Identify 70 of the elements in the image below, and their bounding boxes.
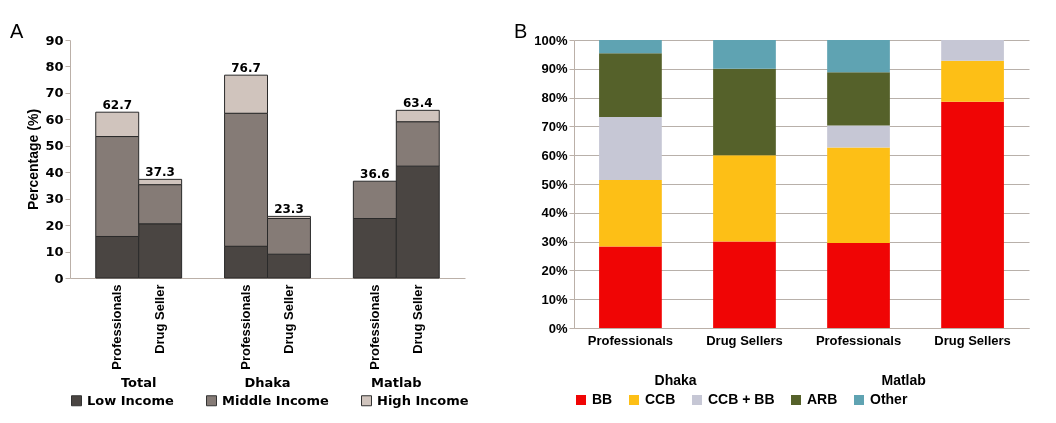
- bar: [599, 179, 662, 247]
- y-tick-label: 50%: [541, 176, 568, 192]
- text: Dhaka: [244, 375, 291, 390]
- total-label: 76.7: [231, 61, 261, 76]
- bar: [713, 155, 776, 242]
- y-tick-label: 50: [45, 138, 64, 154]
- total-label: 23.3: [274, 202, 304, 217]
- x-tick-label: Drug Seller: [280, 284, 296, 354]
- total-label: 63.4: [402, 96, 433, 111]
- text: Total: [120, 375, 157, 390]
- y-tick-label: 100%: [534, 32, 568, 48]
- y-tick-label: 90: [45, 32, 64, 48]
- bar: [827, 72, 890, 126]
- legend-label: CCB + BB: [708, 391, 775, 407]
- x-tick-label: Drug Sellers: [934, 332, 1011, 348]
- x-tick-label: Drug Sellers: [706, 332, 783, 348]
- bar: [599, 116, 662, 180]
- y-tick-label: 30: [45, 191, 64, 207]
- total-label: 37.3: [145, 165, 175, 180]
- x-tick-label: Professionals: [366, 284, 382, 370]
- y-tick-label: 40: [45, 164, 64, 180]
- y-tick-label: 40%: [541, 205, 568, 221]
- y-tick-label: 20%: [541, 262, 568, 278]
- legend-label: Middle Income: [222, 392, 330, 408]
- y-tick-label: 10%: [541, 291, 568, 307]
- y-tick-label: 80%: [541, 90, 568, 106]
- text: Dhaka: [654, 372, 697, 388]
- y-tick-label: 60%: [541, 147, 568, 163]
- bar: [827, 125, 890, 148]
- bar: [599, 40, 662, 54]
- y-tick-label: 90%: [541, 61, 568, 77]
- bar: [713, 241, 776, 328]
- y-tick-label: 60: [45, 111, 64, 127]
- text: B: [514, 20, 528, 42]
- x-tick-label: Professionals: [109, 284, 125, 370]
- bar: [827, 243, 890, 328]
- y-tick-label: 20: [45, 217, 64, 233]
- legend-label: CCB: [645, 391, 676, 407]
- text: A: [10, 20, 24, 42]
- text: Matlab: [881, 372, 926, 388]
- y-axis-title: Percentage (%): [25, 108, 42, 211]
- bar: [599, 53, 662, 117]
- legend-label: ARB: [807, 391, 838, 407]
- y-tick-label: 70%: [541, 118, 568, 134]
- y-tick-label: 0: [54, 270, 64, 286]
- text: Matlab: [371, 375, 422, 390]
- total-label: 36.6: [360, 167, 390, 182]
- x-tick-label: Drug Seller: [409, 284, 425, 354]
- bar: [941, 60, 1004, 102]
- bar: [941, 101, 1004, 328]
- y-tick-label: 10: [45, 244, 64, 260]
- bar: [599, 246, 662, 328]
- legend-label: Other: [870, 391, 908, 407]
- total-label: 62.7: [102, 98, 133, 113]
- legend-label: Low Income: [87, 392, 175, 408]
- bar: [713, 40, 776, 69]
- bar: [941, 40, 1004, 61]
- legend-label: BB: [592, 391, 613, 407]
- x-tick-label: Drug Seller: [152, 284, 168, 354]
- y-tick-label: 30%: [541, 234, 568, 250]
- x-tick-label: Professionals: [587, 332, 674, 348]
- y-tick-label: 80: [45, 58, 64, 74]
- x-tick-label: Professionals: [238, 284, 254, 370]
- x-tick-label: Professionals: [815, 332, 902, 348]
- legend-label: High Income: [377, 392, 469, 408]
- y-tick-label: 70: [45, 85, 64, 101]
- bar: [827, 147, 890, 244]
- y-tick-label: 0%: [548, 320, 568, 336]
- bar: [827, 40, 890, 73]
- bar: [713, 68, 776, 156]
